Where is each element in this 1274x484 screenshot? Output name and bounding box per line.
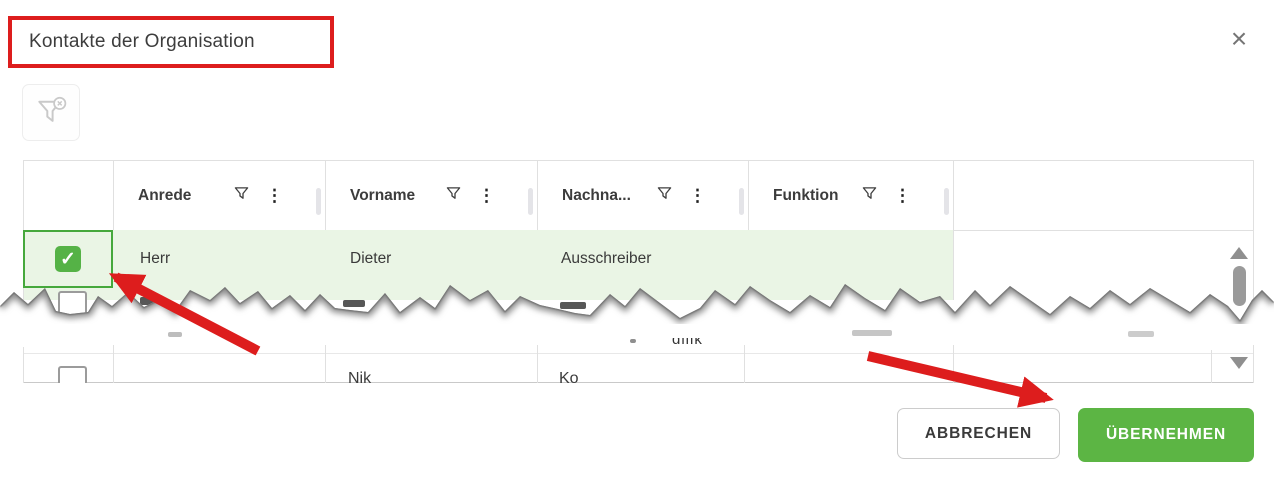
column-menu-icon[interactable]: ⋮ (894, 186, 911, 205)
close-button[interactable]: × (1222, 22, 1256, 56)
column-header-anrede[interactable]: Anrede ⋮ (114, 161, 325, 230)
filter-clear-button[interactable] (22, 84, 80, 141)
column-separator (537, 345, 538, 383)
column-resize-handle[interactable] (739, 188, 744, 215)
close-icon: × (1230, 23, 1248, 54)
scrollbar-thumb[interactable] (1233, 266, 1246, 306)
torn-text-fragment (630, 339, 636, 343)
column-separator (744, 345, 745, 383)
column-resize-handle[interactable] (528, 188, 533, 215)
torn-row-fragment: Ko (559, 370, 579, 383)
check-icon: ✓ (60, 248, 76, 270)
title-annotation-box: Kontakte der Organisation (8, 16, 334, 68)
column-header-vorname[interactable]: Vorname ⋮ (326, 161, 537, 230)
scrollbar-up-arrow[interactable] (1230, 247, 1248, 259)
column-separator (953, 160, 954, 300)
torn-screenshot-edge (0, 284, 1274, 348)
column-menu-icon[interactable]: ⋮ (689, 186, 706, 205)
filter-icon[interactable] (657, 186, 672, 206)
column-header-label: Anrede (138, 186, 192, 204)
torn-row-fragment: dilik (672, 338, 703, 348)
row-select-cell[interactable]: ✓ (23, 230, 113, 288)
checkbox-checked[interactable]: ✓ (55, 246, 81, 272)
torn-text-fragment (852, 330, 892, 336)
column-resize-handle[interactable] (316, 188, 321, 215)
column-menu-icon[interactable]: ⋮ (478, 186, 495, 205)
column-separator (953, 345, 954, 383)
cell-nachname: Ausschreiber (561, 250, 652, 267)
table-right-border (1253, 160, 1254, 300)
scrollbar-down-arrow[interactable] (1230, 357, 1248, 369)
column-header-label: Funktion (773, 186, 839, 204)
cell-vorname: Dieter (350, 250, 392, 267)
torn-text-fragment (343, 300, 365, 307)
page-title: Kontakte der Organisation (29, 31, 255, 52)
filter-icon[interactable] (446, 186, 461, 206)
cell-anrede: Herr (140, 250, 171, 267)
filter-icon[interactable] (862, 186, 877, 206)
scrollbar-separator (1211, 350, 1212, 383)
cancel-button[interactable]: ABBRECHEN (897, 408, 1060, 459)
torn-row-fragment: Nik (348, 370, 372, 383)
column-header-nachname[interactable]: Nachna... ⋮ (538, 161, 748, 230)
table-right-border (1253, 345, 1254, 383)
column-header-label: Vorname (350, 186, 416, 204)
torn-text-fragment (560, 302, 586, 309)
column-separator (325, 345, 326, 383)
table-top-border (23, 160, 1254, 161)
row-border (23, 353, 1254, 354)
torn-text-fragment (168, 332, 182, 337)
apply-button[interactable]: ÜBERNEHMEN (1078, 408, 1254, 462)
column-header-label: Nachna... (562, 186, 631, 204)
filter-clear-icon (34, 95, 68, 130)
table-left-border (23, 347, 24, 383)
table-bottom-border (23, 382, 1254, 383)
checkbox-unchecked-fragment (58, 366, 87, 383)
arrow-to-apply-button (866, 351, 1054, 408)
column-resize-handle[interactable] (944, 188, 949, 215)
column-separator (113, 345, 114, 383)
torn-text-fragment (1128, 331, 1154, 337)
filter-icon[interactable] (234, 186, 249, 206)
column-header-funktion[interactable]: Funktion ⋮ (749, 161, 953, 230)
column-menu-icon[interactable]: ⋮ (266, 186, 283, 205)
